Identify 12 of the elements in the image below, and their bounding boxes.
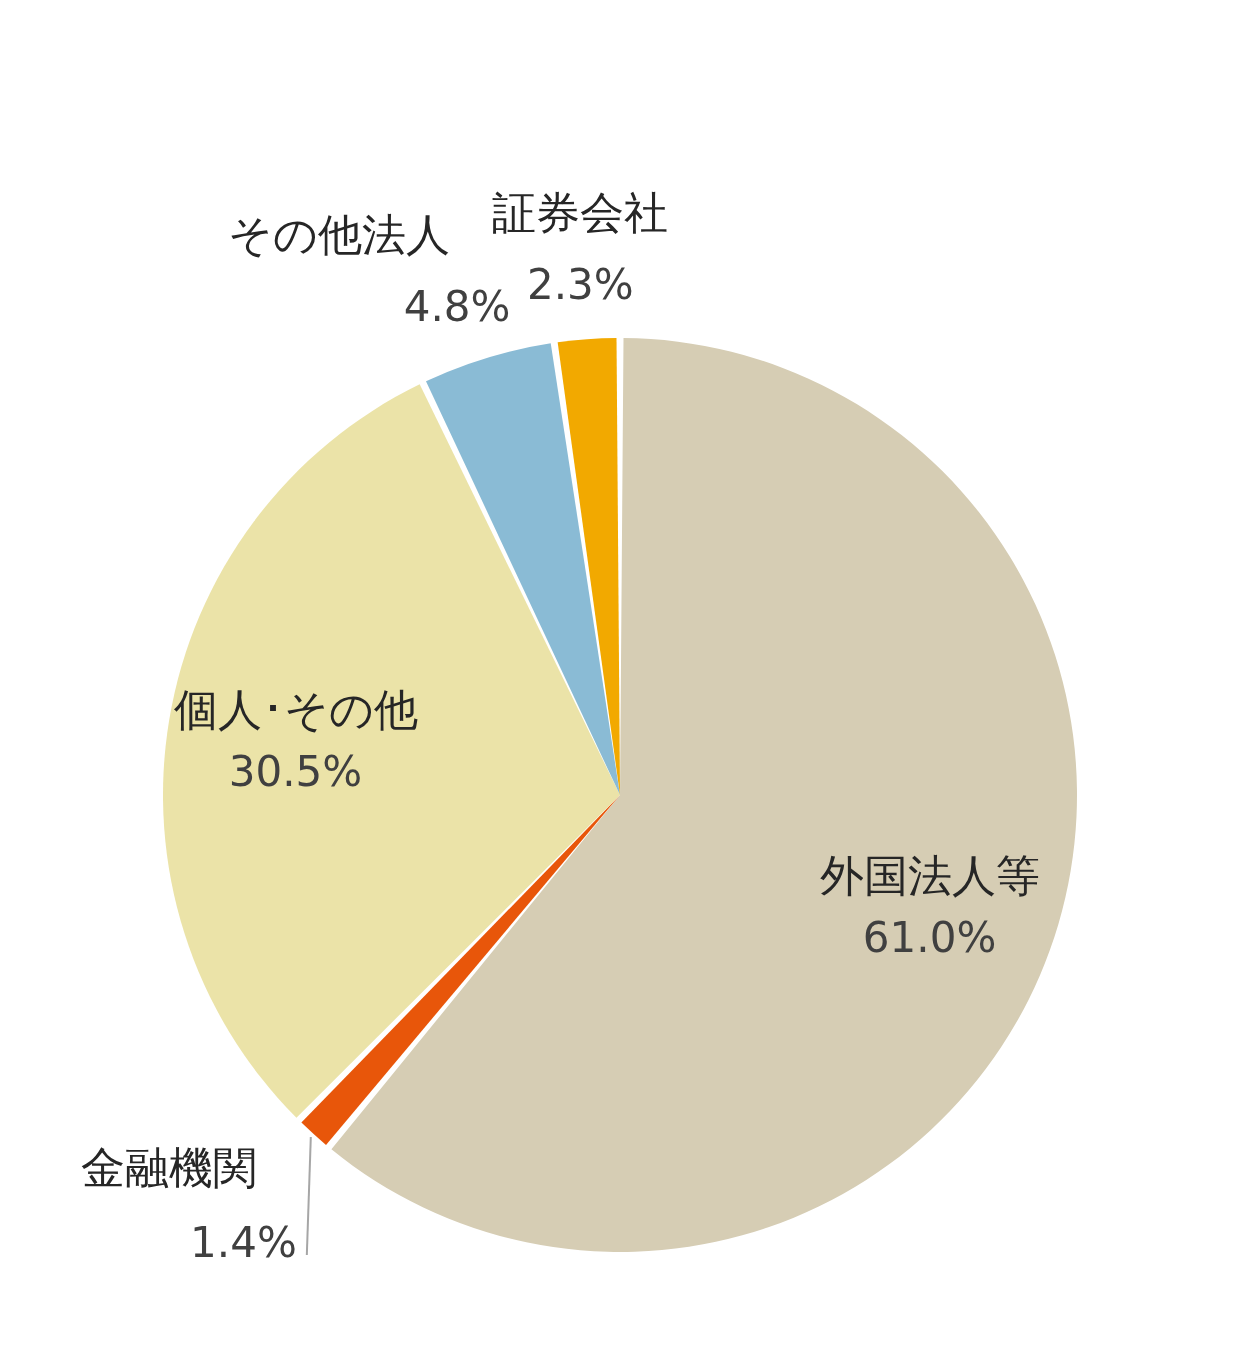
data-label: 4.8%	[403, 281, 511, 331]
slice-label: その他法人	[228, 208, 451, 260]
slice-label: 証券会社	[492, 186, 669, 238]
data-label: 1.4%	[190, 1218, 297, 1268]
data-label: 30.5%	[228, 746, 363, 796]
slice-label: 金融機関	[80, 1142, 257, 1194]
data-label: 61.0%	[862, 912, 997, 962]
slice-label: 個人･その他	[173, 683, 418, 735]
slice-label: 外国法人等	[819, 849, 1040, 901]
data-label: 2.3%	[527, 259, 634, 309]
pie-slice	[425, 343, 620, 795]
pie-slice	[163, 384, 620, 1118]
